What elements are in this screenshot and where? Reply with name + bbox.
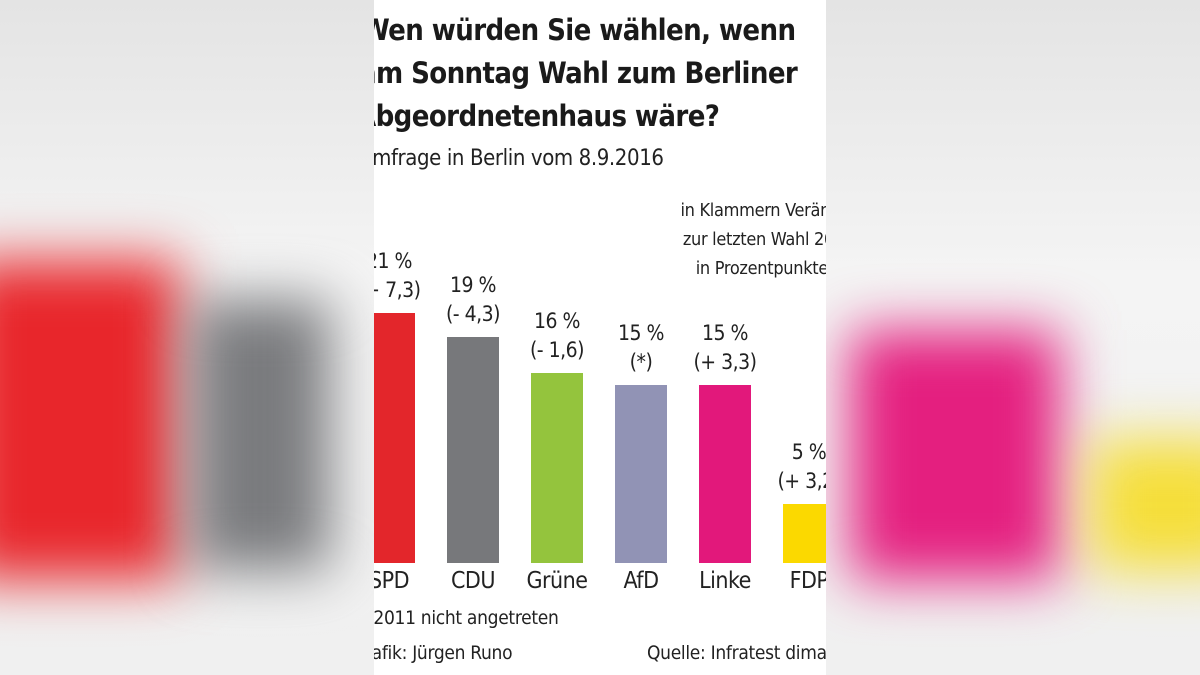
category-label-afd: AfD [623,568,659,594]
blur-red [0,260,180,580]
chart-title-line-1: Wen würden Sie wählen, wenn [374,13,796,47]
bar-spd [374,313,415,563]
note-line-2: zur letzten Wahl 2011 [682,229,826,250]
footnote: * 2011 nicht angetreten [374,607,559,629]
chart-title-line-3: Abgeordnetenhaus wäre? [374,99,720,133]
change-label: (*) [629,349,653,374]
category-label-spd: SPD [374,568,410,594]
value-label-spd: 21 % (+ 7,3) [374,247,439,305]
percent-label: 15 % [618,320,665,345]
change-label: (- 1,6) [529,337,585,362]
category-label-grüne: Grüne [526,568,588,594]
category-label-linke: Linke [699,568,751,594]
bar-cdu [447,336,499,563]
note-line-1: in Klammern Veränderung [680,200,826,221]
percent-label: 15 % [702,320,749,345]
value-label-grüne: 16 % (- 1,6) [507,307,607,365]
bar-linke [699,384,751,563]
value-label-linke: 15 % (+ 3,3) [675,319,775,377]
blur-pink [850,330,1060,580]
chart-title-line-2: am Sonntag Wahl zum Berliner [374,56,798,90]
chart-panel: Wen würden Sie wählen, wenn am Sonntag W… [374,0,826,675]
note-line-3: in Prozentpunkten [695,258,826,279]
value-label-afd: 15 % (*) [591,319,691,377]
change-label: (+ 3,3) [693,349,757,374]
change-label: (+ 7,3) [374,278,421,303]
bar-grüne [531,372,583,563]
change-label: (+ 3,2) [777,468,826,493]
percent-label: 21 % [374,249,413,274]
percent-label: 19 % [450,272,497,297]
blur-grey [190,300,330,570]
source: Quelle: Infratest dimap [647,642,826,664]
bar-afd [615,384,667,563]
change-label: (- 4,3) [445,301,501,326]
value-label-cdu: 19 % (- 4,3) [423,271,523,329]
credit: Grafik: Jürgen Runo [374,642,513,664]
percent-label: 5 % [791,439,826,464]
category-label-fdp: FDP [789,568,826,594]
bar-fdp [783,503,826,563]
value-label-fdp: 5 % (+ 3,2) [759,438,826,496]
chart-subtitle: Umfrage in Berlin vom 8.9.2016 [374,146,664,171]
blur-yellow [1090,440,1200,570]
percent-label: 16 % [534,308,581,333]
category-label-cdu: CDU [450,568,496,594]
